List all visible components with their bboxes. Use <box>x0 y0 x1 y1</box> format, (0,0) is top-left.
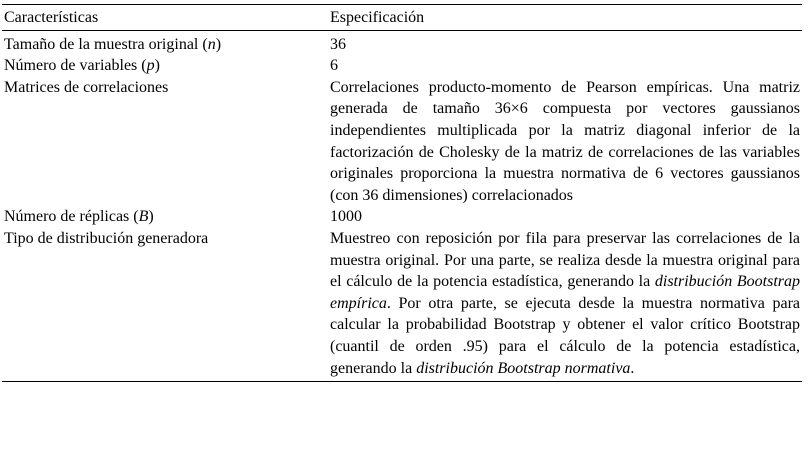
row-label: Tipo de distribución generadora <box>2 228 328 382</box>
row-specification: 1000 <box>328 206 802 228</box>
text-segment: 6 <box>330 57 338 75</box>
table-row: Número de réplicas (B) 1000 <box>2 206 802 228</box>
table-row: Número de variables (p) 6 <box>2 55 802 77</box>
table-row: Matrices de correlaciones Correlaciones p… <box>2 77 802 207</box>
italic-text: distribución Bootstrap empírica <box>330 273 801 312</box>
italic-text: B <box>138 208 149 226</box>
header-specification: Especificación <box>330 9 425 26</box>
header-row: Características Especificación <box>2 4 802 31</box>
text-segment: Número de variables ( <box>4 57 147 75</box>
table-row: Tamaño de la muestra original (n) 36 <box>2 30 802 55</box>
specification-table: Características Especificación Tamaño de… <box>2 4 802 382</box>
row-specification: 6 <box>328 55 802 77</box>
table-row: Tipo de distribución generadora Muestreo … <box>2 228 802 382</box>
row-label: Tamaño de la muestra original (n) <box>2 30 328 55</box>
row-label: Número de réplicas (B) <box>2 206 328 228</box>
italic-text: p <box>146 57 155 75</box>
row-specification: Correlaciones producto-momento de Pearso… <box>328 77 802 207</box>
italic-text: n <box>207 35 216 53</box>
row-label: Matrices de correlaciones <box>2 77 328 207</box>
text-segment: ) <box>148 208 154 226</box>
header-characteristics: Características <box>4 9 99 26</box>
row-label: Número de variables (p) <box>2 55 328 77</box>
italic-text: distribución Bootstrap normativa <box>416 359 631 377</box>
row-specification: Muestreo con reposición por fila para pr… <box>328 228 802 382</box>
text-segment: Muestreo con reposición por fila para pr… <box>330 229 800 291</box>
text-segment: ) <box>154 57 160 75</box>
text-segment: 1000 <box>330 208 362 226</box>
text-segment: . <box>630 359 635 377</box>
text-segment: . Por otra parte, se ejecuta desde la mu… <box>330 294 800 377</box>
text-segment: Tamaño de la muestra original ( <box>4 35 208 53</box>
text-segment: Correlaciones producto-momento de Pearso… <box>330 78 800 204</box>
text-segment: ) <box>215 35 222 53</box>
text-segment: Matrices de correlaciones <box>4 78 169 96</box>
text-segment: 36 <box>330 35 346 53</box>
text-segment: Número de réplicas ( <box>4 208 139 226</box>
row-specification: 36 <box>328 30 802 55</box>
text-segment: Tipo de distribución generadora <box>4 229 209 247</box>
